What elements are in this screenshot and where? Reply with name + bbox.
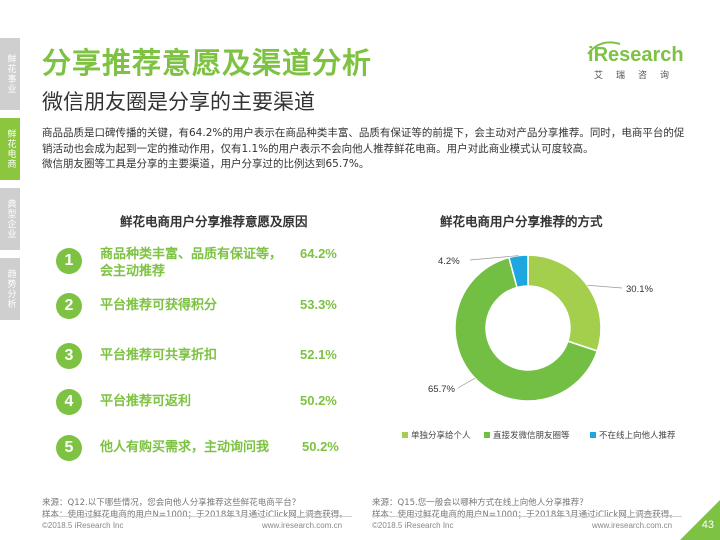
footer-url-left: www.iresearch.com.cn	[262, 521, 343, 530]
leader-line-wechat-moments	[457, 377, 476, 389]
reason-value: 64.2%	[300, 246, 337, 261]
side-tab-3[interactable]: 典型企业	[0, 188, 20, 250]
logo-subtext: 艾瑞咨询	[594, 71, 683, 81]
source-note-right: 来源：Q15.您一般会以哪种方式在线上向他人分享推荐？ 样本：使用过鲜花电商的用…	[372, 498, 678, 520]
reason-number-badge: 4	[56, 389, 82, 415]
leader-line-single-person	[587, 284, 623, 289]
page-subtitle: 微信朋友圈是分享的主要渠道	[42, 90, 315, 114]
footer-divider-right	[372, 516, 682, 517]
side-tab-1[interactable]: 鲜花事业	[0, 38, 20, 110]
reason-number-badge: 3	[56, 343, 82, 369]
legend-swatch-wechat-moments	[484, 432, 490, 438]
reason-value: 52.1%	[300, 347, 337, 362]
legend-swatch-no-recommend	[590, 432, 596, 438]
page-title: 分享推荐意愿及渠道分析	[42, 46, 373, 80]
reason-item-4: 4 平台推荐可返利 50.2%	[56, 389, 337, 415]
source-note-left: 来源：Q12.以下哪些情况，您会向他人分享推荐这些鲜花电商平台？ 样本：使用过鲜…	[42, 498, 348, 520]
body-text: 商品品质是口碑传播的关键，有64.2%的用户表示在商品种类丰富、品质有保证等的前…	[42, 126, 692, 173]
reason-item-3: 3 平台推荐可共享折扣 52.1%	[56, 343, 337, 369]
footer-copyright-right: ©2018.5 iResearch Inc	[372, 521, 454, 530]
donut-slice-wechat-moments	[454, 256, 599, 402]
side-nav: 鲜花事业 鲜花电商 典型企业 趋势分析	[0, 38, 20, 320]
footer-url-right: www.iresearch.com.cn	[592, 521, 673, 530]
reason-label: 平台推荐可共享折扣	[100, 348, 218, 363]
reason-item-1: 1 商品种类丰富、品质有保证等， 会主动推荐 64.2%	[56, 246, 337, 279]
corner-decoration	[680, 500, 720, 540]
reason-number-badge: 1	[56, 248, 82, 274]
reason-value: 50.2%	[300, 393, 337, 408]
reason-value: 53.3%	[300, 297, 337, 312]
footer-copyright-left: ©2018.5 iResearch Inc	[42, 521, 124, 530]
iresearch-logo: iResearch 艾瑞咨询	[587, 41, 684, 81]
value-label-wechat-moments: 65.7%	[428, 384, 455, 395]
legend-swatch-single-person	[402, 432, 408, 438]
share-method-donut-chart: 30.1% 65.7% 4.2% 单独分享给个人 直接发微信朋友圈等 不在线上向他人推荐	[402, 254, 676, 441]
side-tab-4[interactable]: 趋势分析	[0, 258, 20, 320]
legend-label-wechat-moments: 直接发微信朋友圈等	[493, 430, 570, 441]
side-tab-2[interactable]: 鲜花电商	[0, 118, 20, 180]
reason-label: 商品种类丰富、品质有保证等， 会主动推荐	[100, 247, 283, 279]
body-paragraph-2: 微信朋友圈等工具是分享的主要渠道，用户分享过的比例达到65.7%。	[42, 158, 370, 170]
reason-number-badge: 5	[56, 435, 82, 461]
body-paragraph-1: 商品品质是口碑传播的关键，有64.2%的用户表示在商品种类丰富、品质有保证等的前…	[42, 127, 685, 155]
leader-line-no-recommend	[469, 255, 519, 261]
reason-label: 他人有购买需求，主动询问我	[100, 440, 270, 455]
legend-label-no-recommend: 不在线上向他人推荐	[599, 430, 676, 441]
donut-slice-single-person	[527, 254, 602, 352]
right-section-title: 鲜花电商用户分享推荐的方式	[440, 214, 603, 229]
value-label-no-recommend: 4.2%	[438, 256, 460, 267]
reason-item-5: 5 他人有购买需求，主动询问我 50.2%	[56, 435, 339, 461]
reason-label: 平台推荐可返利	[100, 394, 192, 409]
logo-text: iResearch	[588, 44, 684, 66]
logo-arc-icon	[587, 41, 621, 55]
reason-item-2: 2 平台推荐可获得积分 53.3%	[56, 293, 337, 319]
left-section-title: 鲜花电商用户分享推荐意愿及原因	[120, 214, 308, 229]
page-number: 43	[701, 519, 714, 531]
footer-divider-left	[42, 516, 352, 517]
legend-label-single-person: 单独分享给个人	[411, 430, 471, 441]
reason-number-badge: 2	[56, 293, 82, 319]
reason-value: 50.2%	[302, 439, 339, 454]
value-label-single-person: 30.1%	[626, 284, 653, 295]
reason-label: 平台推荐可获得积分	[100, 298, 218, 313]
